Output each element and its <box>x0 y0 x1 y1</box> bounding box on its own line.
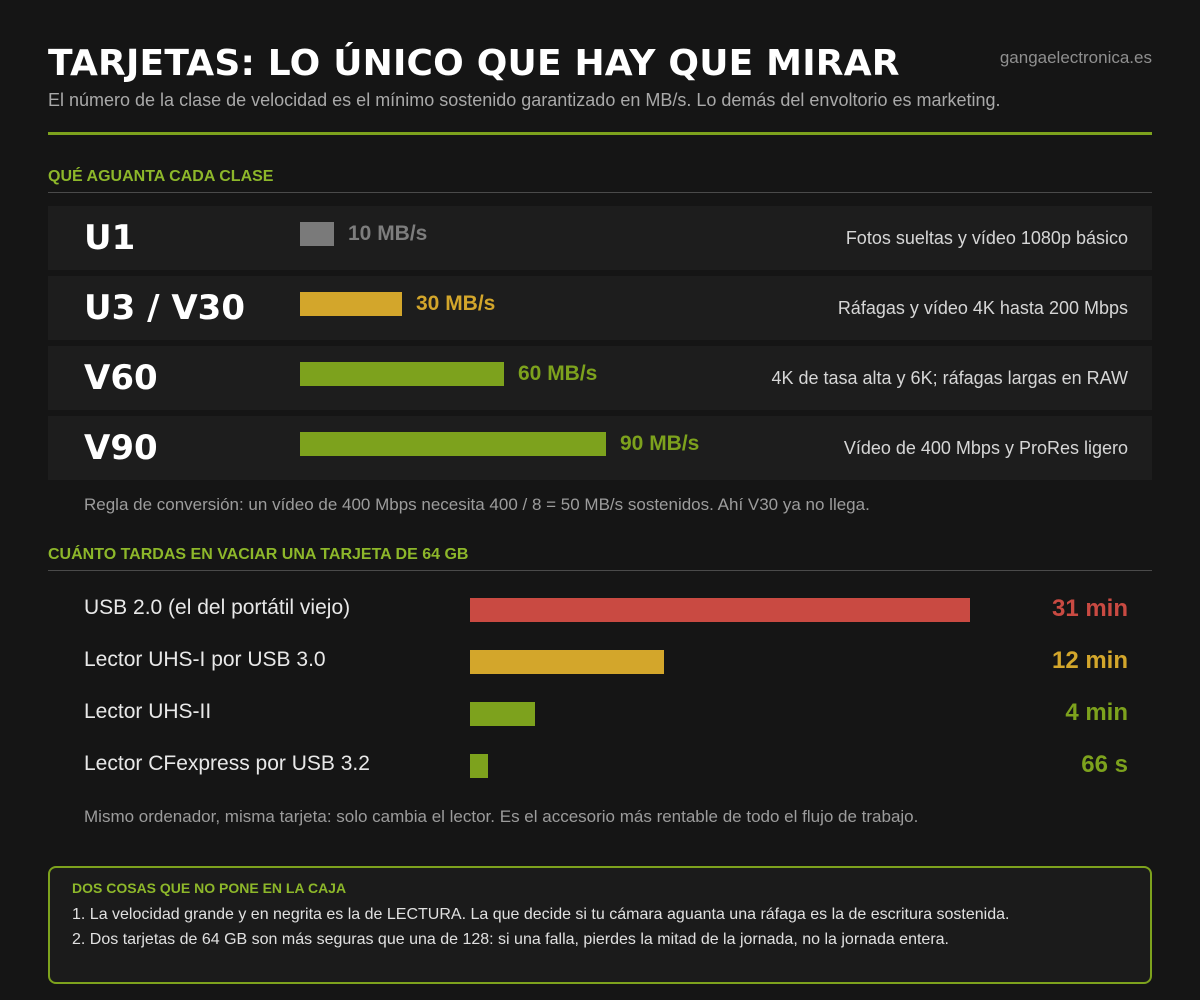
page-subtitle: El número de la clase de velocidad es el… <box>48 90 1001 110</box>
transfer-value-label: 12 min <box>1051 647 1128 674</box>
site-name: gangaelectronica.es <box>999 48 1152 67</box>
transfer-label: USB 2.0 (el del portátil viejo) <box>84 596 351 619</box>
transfer-value-label: 31 min <box>1051 595 1128 622</box>
class-bar <box>300 362 504 386</box>
transfer-bar <box>470 702 535 726</box>
class-value-label: 10 MB/s <box>348 222 428 245</box>
transfer-bar <box>470 650 664 674</box>
callout-title: DOS COSAS QUE NO PONE EN LA CAJA <box>72 880 347 896</box>
class-description: Vídeo de 400 Mbps y ProRes ligero <box>843 438 1128 458</box>
class-name: V90 <box>84 428 158 468</box>
class-row: U3 / V30 30 MB/s Ráfagas y vídeo 4K hasta … <box>48 276 1152 340</box>
section-title-transfer: CUÁNTO TARDAS EN VACIAR UNA TARJETA DE 6… <box>48 546 1152 571</box>
class-bar <box>300 222 334 246</box>
class-value-label: 90 MB/s <box>620 432 700 455</box>
transfer-value-label: 66 s <box>1081 751 1128 778</box>
class-row: U1 10 MB/s Fotos sueltas y vídeo 1080p bás… <box>48 206 1152 270</box>
transfer-row: Lector UHS-I por USB 3.0 12 min <box>48 646 1152 698</box>
callout-item: 2. Dos tarjetas de 64 GB son más seguras… <box>72 931 949 948</box>
class-value-label: 30 MB/s <box>416 292 496 315</box>
conversion-note: Regla de conversión: un vídeo de 400 Mbp… <box>84 495 870 514</box>
class-name: V60 <box>84 358 158 398</box>
transfer-bar <box>470 598 970 622</box>
class-bar <box>300 432 606 456</box>
section-title-classes: QUÉ AGUANTA CADA CLASE <box>48 168 1152 193</box>
transfer-bar <box>470 754 488 778</box>
header-rule <box>48 132 1152 135</box>
class-description: Fotos sueltas y vídeo 1080p básico <box>845 228 1128 248</box>
transfer-label: Lector CFexpress por USB 3.2 <box>84 752 370 775</box>
callout-item: 1. La velocidad grande y en negrita es l… <box>72 906 1010 923</box>
transfer-value-label: 4 min <box>1065 699 1128 726</box>
class-name: U3 / V30 <box>84 288 245 328</box>
class-name: U1 <box>84 218 136 258</box>
tips-callout: DOS COSAS QUE NO PONE EN LA CAJA 1. La v… <box>48 866 1152 984</box>
class-row: V90 90 MB/s Vídeo de 400 Mbps y ProRes lig… <box>48 416 1152 480</box>
class-value-label: 60 MB/s <box>518 362 598 385</box>
header: TARJETAS: LO ÚNICO QUE HAY QUE MIRAR gan… <box>48 40 1152 111</box>
class-description: Ráfagas y vídeo 4K hasta 200 Mbps <box>837 298 1128 318</box>
class-bar <box>300 292 402 316</box>
class-description: 4K de tasa alta y 6K; ráfagas largas en … <box>771 368 1128 388</box>
transfer-row: Lector UHS-II 4 min <box>48 698 1152 750</box>
transfer-label: Lector UHS-II <box>84 700 212 723</box>
transfer-row: Lector CFexpress por USB 3.2 66 s <box>48 750 1152 802</box>
transfer-label: Lector UHS-I por USB 3.0 <box>84 648 326 671</box>
class-row: V60 60 MB/s 4K de tasa alta y 6K; ráfagas … <box>48 346 1152 410</box>
transfer-row: USB 2.0 (el del portátil viejo) 31 min <box>48 594 1152 646</box>
reader-note: Mismo ordenador, misma tarjeta: solo cam… <box>84 807 919 826</box>
page-title: TARJETAS: LO ÚNICO QUE HAY QUE MIRAR <box>48 43 900 84</box>
